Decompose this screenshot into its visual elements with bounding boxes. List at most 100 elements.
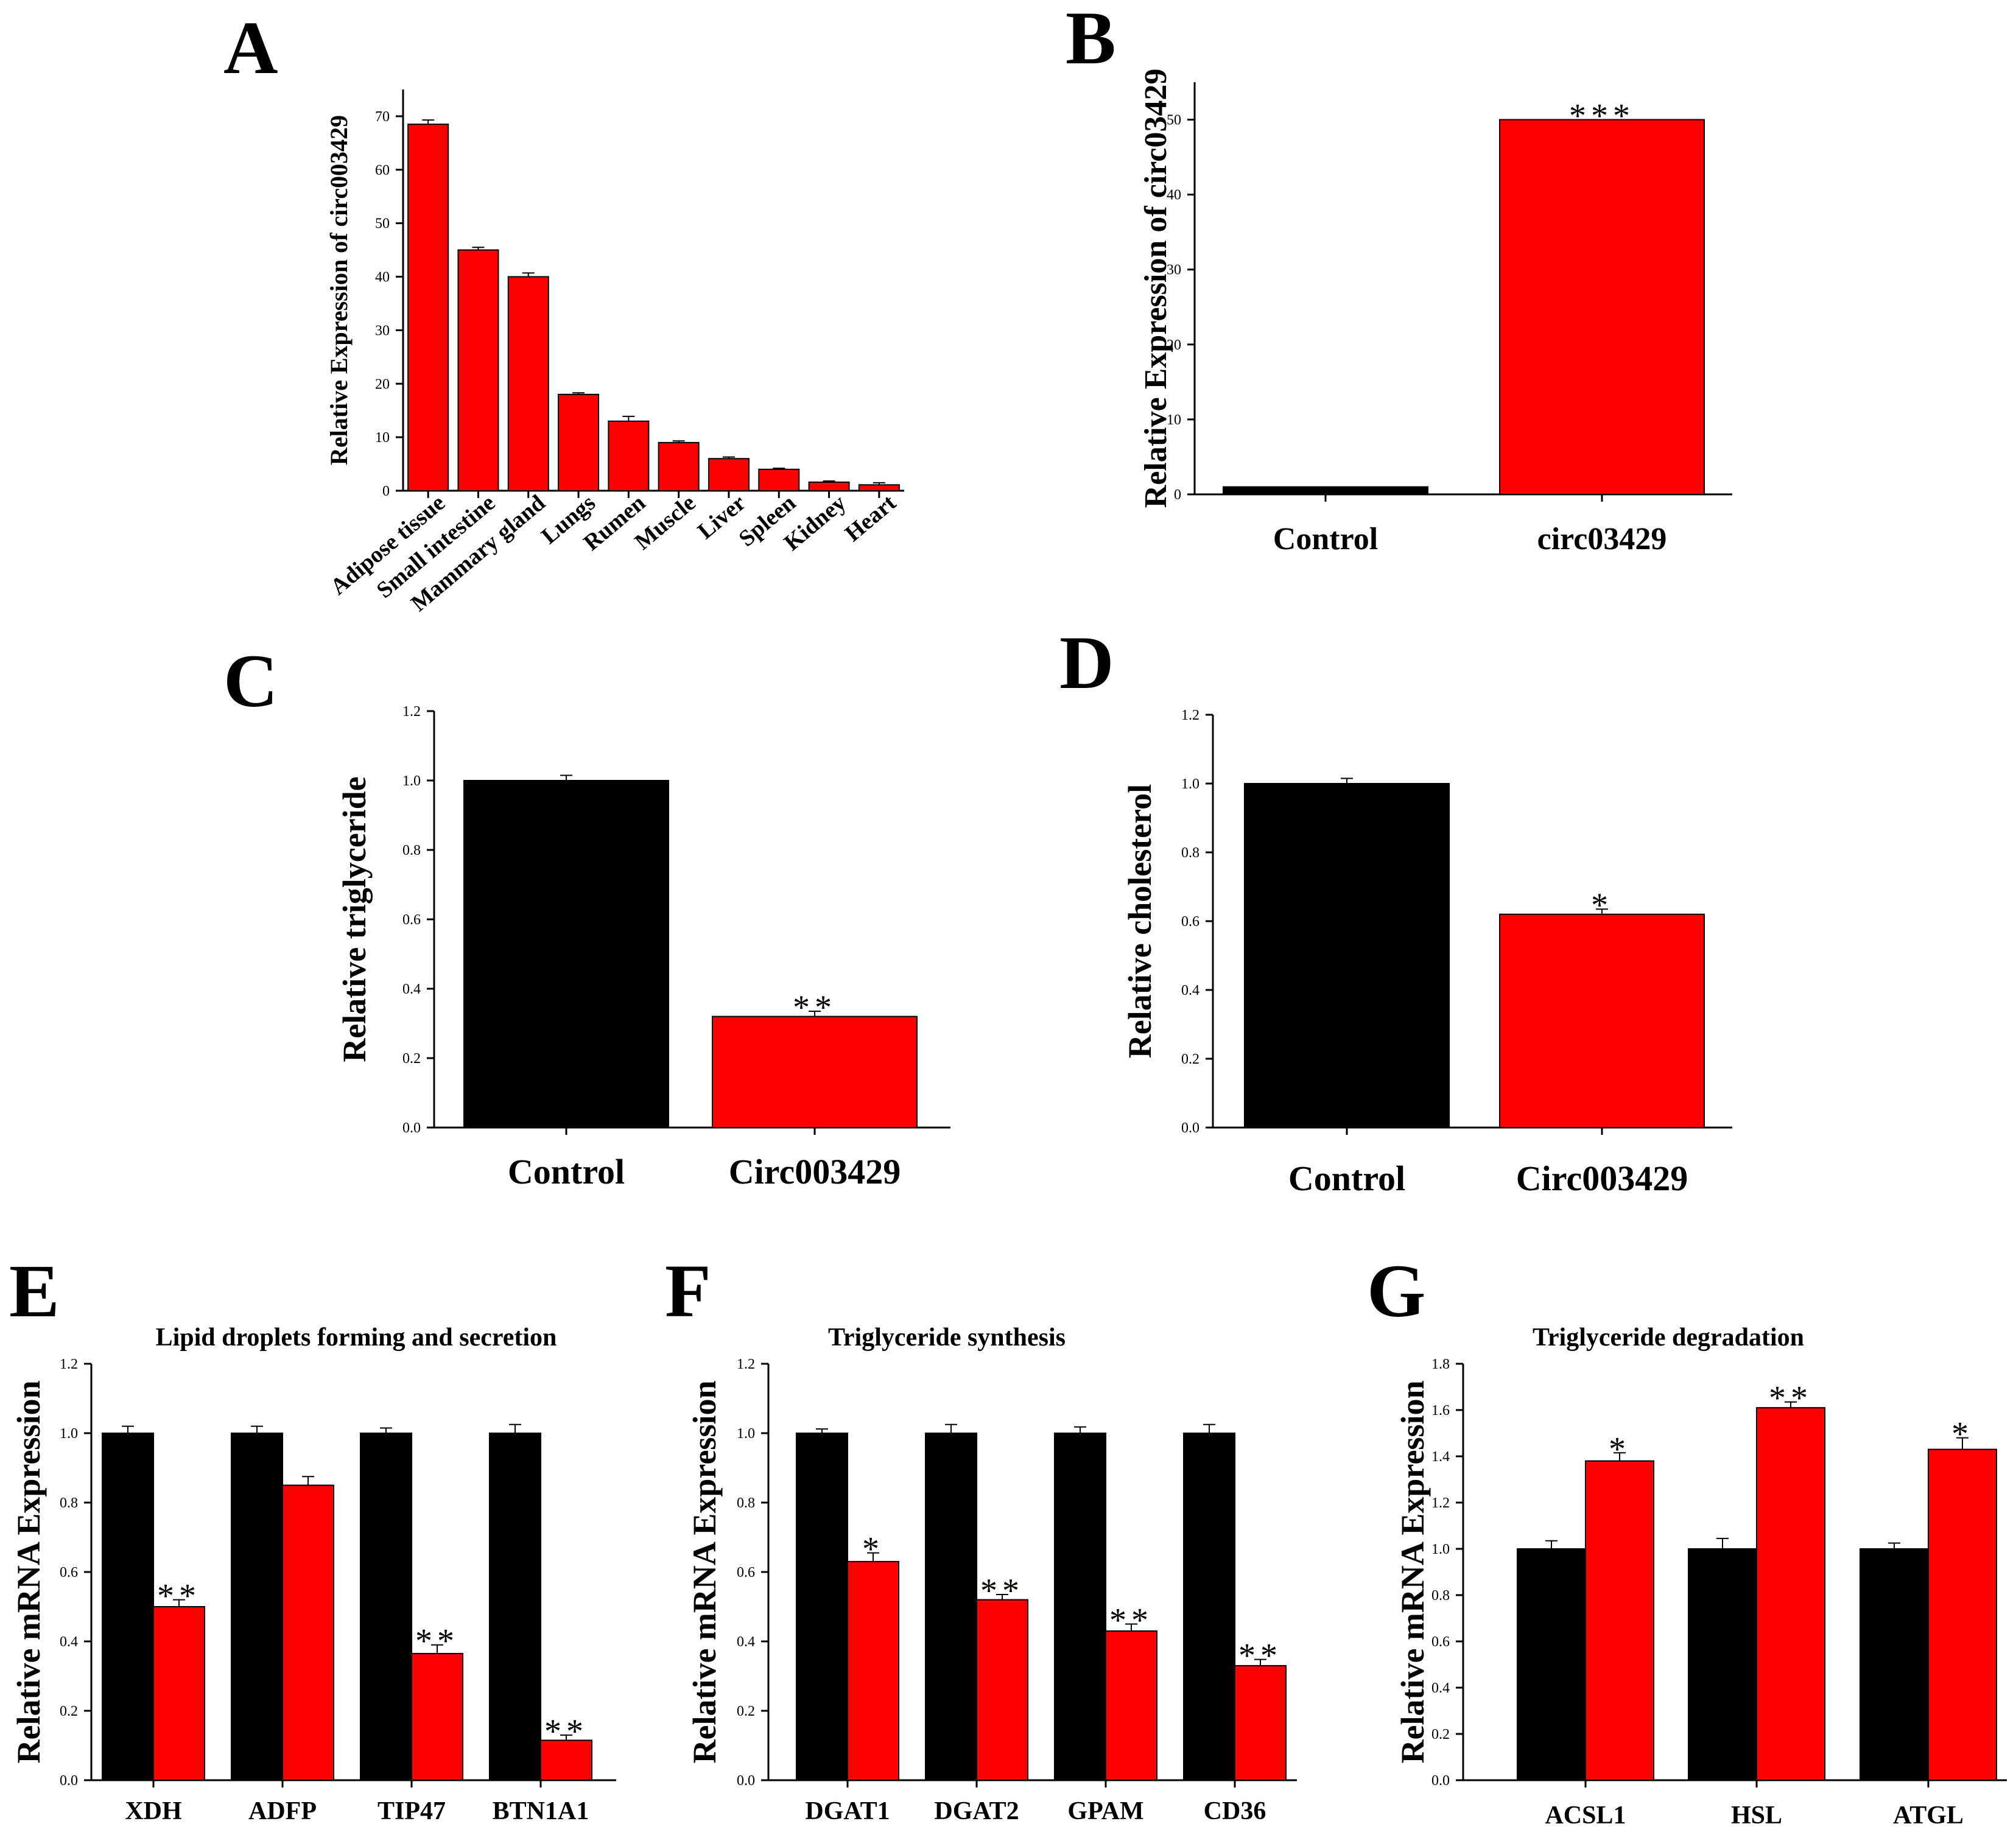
y-tick-label: 1.0 xyxy=(402,773,421,789)
y-tick-label: 0.2 xyxy=(1431,1727,1450,1742)
bar-circ003429-triglyceride xyxy=(712,1016,918,1128)
bar-adipose-tissue-expression xyxy=(407,124,449,491)
significance-marker: ** xyxy=(1238,1637,1282,1675)
y-tick-label: 0.2 xyxy=(1181,1051,1199,1067)
y-tick-label: 1.2 xyxy=(60,1356,78,1372)
bar-dgat1-control xyxy=(796,1433,848,1781)
category-label: HSL xyxy=(1731,1802,1782,1830)
y-tick-label: 10 xyxy=(375,430,390,446)
y-tick-label: 0.8 xyxy=(1181,845,1199,861)
bar-atgl-control xyxy=(1860,1548,1929,1781)
panel-d: D Relative cholesterol 0.0 0.2 0.4 0.6 0.8 1.0 1… xyxy=(1059,621,1732,1198)
chart-title: Triglyceride degradation xyxy=(1533,1324,1804,1352)
panel-letter: C xyxy=(223,639,278,723)
y-tick-label: 20 xyxy=(375,376,390,392)
y-axis-label: Relative cholesterol xyxy=(1122,784,1158,1058)
category-label: XDH xyxy=(125,1797,181,1825)
y-axis-label: Relative triglyceride xyxy=(336,776,373,1062)
y-tick-label: 1.2 xyxy=(1431,1495,1450,1511)
bar-atgl-circ003429 xyxy=(1928,1448,1997,1781)
bar-btn1a1-control xyxy=(489,1433,541,1781)
panel-g: G Triglyceride degradation Relative mRNA E… xyxy=(1367,1249,2007,1830)
panel-f: F Triglyceride synthesis Relative mRNA Exp… xyxy=(665,1249,1297,1825)
category-label: Circ003429 xyxy=(1516,1159,1688,1198)
y-tick-label: 0.6 xyxy=(402,912,421,928)
y-tick-label: 1.2 xyxy=(1181,707,1199,723)
category-label: Control xyxy=(1273,522,1378,556)
significance-marker: ** xyxy=(793,989,837,1026)
y-tick-label: 0.0 xyxy=(60,1773,78,1789)
y-tick-label: 60 xyxy=(375,163,390,178)
bar-acsl1-circ003429 xyxy=(1585,1460,1654,1781)
category-label: GPAM xyxy=(1067,1797,1143,1825)
category-label: Circ003429 xyxy=(729,1152,901,1191)
y-tick-label: 0.0 xyxy=(402,1120,421,1136)
bar-circ03429-expression xyxy=(1499,119,1705,495)
y-tick-label: 0.2 xyxy=(402,1051,421,1067)
y-tick-label: 30 xyxy=(375,323,390,339)
bar-spleen-expression xyxy=(758,468,800,491)
y-tick-label: 70 xyxy=(375,109,390,125)
y-tick-label: 50 xyxy=(1167,113,1181,128)
y-tick-label: 1.0 xyxy=(1431,1542,1450,1557)
panel-letter: A xyxy=(223,6,278,89)
y-tick-label: 0.8 xyxy=(60,1495,78,1511)
y-tick-label: 0 xyxy=(382,483,390,499)
y-tick-label: 1.0 xyxy=(737,1426,755,1442)
category-label: circ03429 xyxy=(1537,522,1667,556)
category-label: Heart xyxy=(840,490,901,547)
significance-marker: * xyxy=(1609,1430,1631,1468)
bar-xdh-circ003429 xyxy=(153,1606,205,1781)
y-tick-label: 30 xyxy=(1167,262,1181,278)
y-axis-label: Relative mRNA Expression xyxy=(686,1381,723,1764)
y-axis-label: Relative Expression of circ003429 xyxy=(325,115,353,465)
y-tick-label: 0.4 xyxy=(737,1634,755,1650)
bar-circ003429-cholesterol xyxy=(1499,913,1705,1128)
y-tick-label: 0.4 xyxy=(1431,1680,1450,1696)
y-tick-label: 0.8 xyxy=(1431,1588,1450,1604)
y-tick-label: 0.0 xyxy=(1431,1773,1450,1789)
y-tick-label: 20 xyxy=(1167,337,1181,353)
y-tick-label: 0.8 xyxy=(737,1495,755,1511)
panel-c: C Relative triglyceride 0.0 0.2 0.4 0.6 0.8 1.0… xyxy=(223,639,950,1191)
y-axis-label: Relative Expression of circ03429 xyxy=(1139,69,1173,508)
chart-title: Triglyceride synthesis xyxy=(828,1324,1066,1352)
panel-b: B Relative Expression of circ03429 0 10 20 30… xyxy=(1066,0,1732,556)
bar-kidney-expression xyxy=(808,481,850,492)
bar-hsl-circ003429 xyxy=(1756,1407,1825,1781)
bar-lungs-expression xyxy=(558,393,600,492)
bar-small-intestine-expression xyxy=(457,249,499,491)
y-tick-label: 40 xyxy=(1167,188,1181,203)
bar-tip47-control xyxy=(360,1433,412,1781)
bar-acsl1-control xyxy=(1517,1548,1586,1781)
y-axis-label: Relative mRNA Expression xyxy=(10,1381,47,1764)
bar-gpam-circ003429 xyxy=(1105,1630,1157,1781)
y-tick-label: 0.4 xyxy=(402,981,421,997)
y-tick-label: 0.0 xyxy=(1181,1120,1199,1136)
y-tick-label: 1.8 xyxy=(1431,1356,1450,1372)
bar-gpam-control xyxy=(1054,1433,1106,1781)
category-label: TIP47 xyxy=(378,1797,446,1825)
bar-dgat2-circ003429 xyxy=(976,1599,1028,1781)
significance-marker: *** xyxy=(1569,97,1635,135)
y-tick-label: 0.6 xyxy=(60,1565,78,1581)
bar-adfp-control xyxy=(231,1433,283,1781)
category-label: ACSL1 xyxy=(1545,1802,1626,1830)
category-label: DGAT1 xyxy=(805,1797,890,1825)
y-tick-label: 0.4 xyxy=(1181,983,1199,998)
bar-tip47-circ003429 xyxy=(411,1652,463,1781)
y-tick-label: 0.0 xyxy=(737,1773,755,1789)
panel-letter: E xyxy=(9,1249,60,1333)
bar-dgat1-circ003429 xyxy=(847,1560,899,1781)
significance-marker: ** xyxy=(544,1713,588,1750)
bar-heart-expression xyxy=(858,484,900,491)
y-tick-label: 0.4 xyxy=(60,1634,78,1650)
bar-adfp-circ003429 xyxy=(282,1484,334,1781)
y-tick-label: 1.0 xyxy=(1181,776,1199,792)
panel-e: E Lipid droplets forming and secretion Rel… xyxy=(9,1249,616,1825)
y-tick-label: 1.0 xyxy=(60,1426,78,1442)
category-label: ATGL xyxy=(1893,1802,1964,1830)
y-tick-label: 0.6 xyxy=(1181,914,1199,930)
y-tick-label: 0.2 xyxy=(737,1703,755,1719)
